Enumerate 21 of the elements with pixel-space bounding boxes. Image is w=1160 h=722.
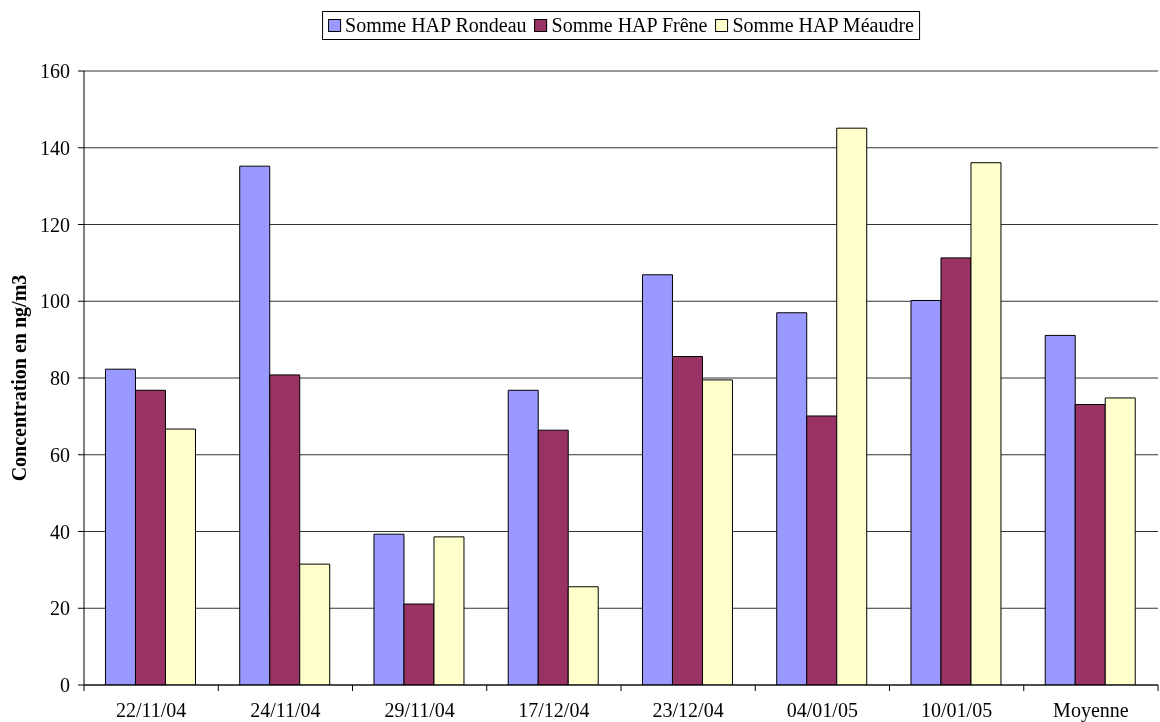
y-tick-label: 20 bbox=[50, 597, 70, 620]
y-tick-label: 60 bbox=[50, 443, 70, 466]
legend-label: Somme HAP Méaudre bbox=[732, 14, 914, 37]
x-tick-label: 24/11/04 bbox=[250, 699, 321, 721]
y-tick-label: 140 bbox=[40, 136, 70, 159]
y-tick-label: 100 bbox=[40, 290, 70, 313]
y-axis-title: Concentration en ng/m3 bbox=[8, 274, 31, 482]
x-tick-label: 29/11/04 bbox=[384, 699, 455, 721]
x-tick-label: 22/11/04 bbox=[115, 699, 187, 721]
y-tick-label: 40 bbox=[50, 520, 70, 543]
x-tick-label: 23/12/04 bbox=[652, 699, 724, 721]
y-tick-label: 80 bbox=[50, 367, 70, 390]
y-tick-label: 0 bbox=[60, 674, 70, 697]
x-tick-label: 17/12/04 bbox=[518, 699, 590, 721]
y-tick-label: 120 bbox=[40, 213, 70, 236]
legend-label: Somme HAP Rondeau bbox=[345, 14, 527, 37]
legend-label: Somme HAP Frêne bbox=[551, 14, 708, 37]
x-tick-label: 10/01/05 bbox=[921, 699, 993, 721]
x-tick-label: Moyenne bbox=[1053, 699, 1129, 722]
x-tick-label: 04/01/05 bbox=[786, 699, 858, 721]
y-tick-label: 160 bbox=[40, 60, 70, 83]
